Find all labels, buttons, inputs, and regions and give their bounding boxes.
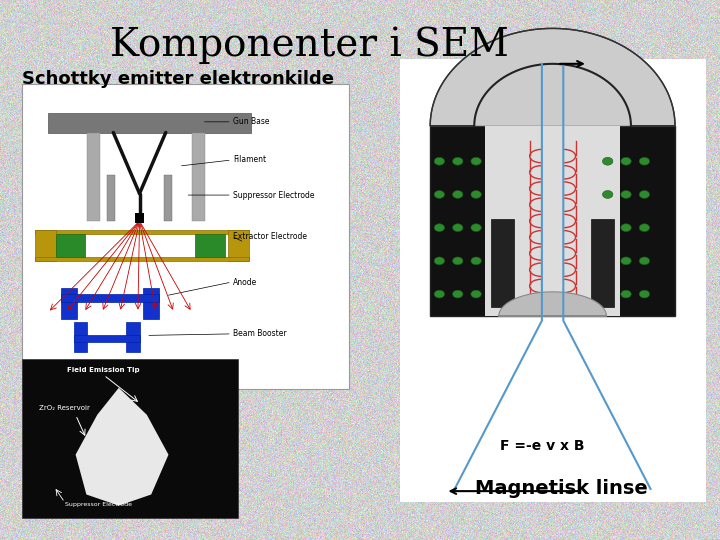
Circle shape <box>471 191 481 198</box>
Text: Beam Booster: Beam Booster <box>233 329 287 339</box>
Bar <box>48 113 251 132</box>
Text: Gun Base: Gun Base <box>233 117 270 126</box>
Bar <box>35 230 56 261</box>
Text: Schottky emitter elektronkilde: Schottky emitter elektronkilde <box>22 70 333 88</box>
Text: Extractor Electrode: Extractor Electrode <box>233 232 307 241</box>
Circle shape <box>621 157 631 165</box>
Circle shape <box>471 157 481 165</box>
Text: F =-e v x B: F =-e v x B <box>500 438 585 453</box>
Circle shape <box>434 257 444 265</box>
Bar <box>485 126 620 316</box>
Circle shape <box>603 191 613 198</box>
Text: Filament: Filament <box>233 156 266 165</box>
Text: ZrO₂ Reservoir: ZrO₂ Reservoir <box>39 405 90 411</box>
Bar <box>22 84 349 389</box>
Circle shape <box>471 224 481 232</box>
Bar <box>228 230 249 261</box>
Bar <box>35 257 249 261</box>
Bar <box>164 175 172 221</box>
Bar <box>431 126 675 316</box>
Circle shape <box>434 290 444 298</box>
Text: Suppressor Electrode: Suppressor Electrode <box>65 502 132 507</box>
Polygon shape <box>474 64 631 126</box>
Bar <box>127 322 140 352</box>
Text: Komponenter i SEM: Komponenter i SEM <box>110 27 509 64</box>
Circle shape <box>621 224 631 232</box>
Polygon shape <box>499 292 606 316</box>
Bar <box>22 359 238 518</box>
Bar <box>143 288 159 319</box>
Circle shape <box>603 290 613 298</box>
Circle shape <box>453 191 463 198</box>
Circle shape <box>453 290 463 298</box>
Text: Anode: Anode <box>233 278 258 287</box>
Bar <box>192 132 205 221</box>
Circle shape <box>434 157 444 165</box>
Bar <box>61 294 159 302</box>
Text: Field Emission Tip: Field Emission Tip <box>68 367 140 373</box>
Circle shape <box>434 191 444 198</box>
Circle shape <box>621 257 631 265</box>
Polygon shape <box>76 388 168 505</box>
Bar <box>74 335 140 341</box>
Text: Suppressor Electrode: Suppressor Electrode <box>233 191 315 200</box>
Circle shape <box>471 257 481 265</box>
Bar <box>491 219 514 307</box>
Bar <box>61 288 77 319</box>
Bar <box>591 219 613 307</box>
Circle shape <box>639 257 649 265</box>
Circle shape <box>471 290 481 298</box>
Bar <box>87 132 100 221</box>
Bar <box>56 234 86 257</box>
Polygon shape <box>431 29 675 126</box>
Circle shape <box>603 257 613 265</box>
Text: Magnetisk linse: Magnetisk linse <box>475 479 648 498</box>
Circle shape <box>603 224 613 232</box>
Bar <box>195 234 225 257</box>
Circle shape <box>453 224 463 232</box>
Circle shape <box>639 290 649 298</box>
Bar <box>135 213 145 222</box>
Circle shape <box>639 224 649 232</box>
Circle shape <box>603 157 613 165</box>
Circle shape <box>621 191 631 198</box>
Bar <box>107 175 115 221</box>
Circle shape <box>434 224 444 232</box>
Circle shape <box>621 290 631 298</box>
Bar <box>400 59 706 502</box>
Circle shape <box>639 157 649 165</box>
Circle shape <box>453 257 463 265</box>
Bar <box>35 230 249 234</box>
Bar <box>74 322 87 352</box>
Circle shape <box>639 191 649 198</box>
Circle shape <box>453 157 463 165</box>
